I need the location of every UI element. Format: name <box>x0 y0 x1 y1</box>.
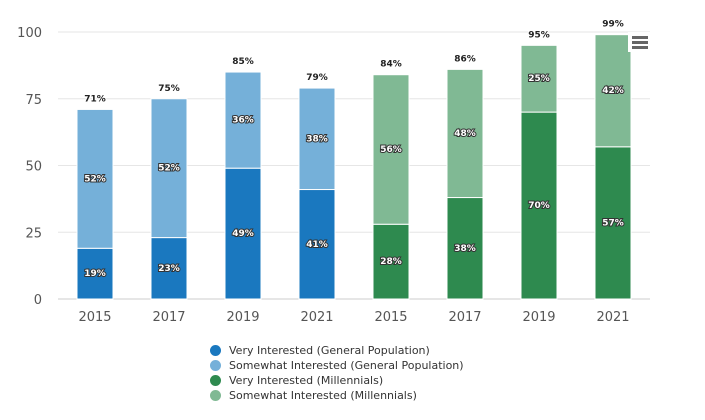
bar-segment[interactable] <box>372 223 410 300</box>
x-axis-ticks: 2015 2017 2019 2021 2015 2017 2019 2021 <box>78 310 629 325</box>
y-tick-label: 0 <box>34 293 42 308</box>
hamburger-menu-icon <box>632 46 648 49</box>
bar-data-label: 38% <box>454 244 476 254</box>
x-tick-label: 2015 <box>78 310 111 325</box>
bars <box>76 34 632 300</box>
legend-label: Very Interested (General Population) <box>229 344 430 357</box>
bar-data-label: 38% <box>306 134 328 144</box>
bar-segment[interactable] <box>298 87 336 191</box>
bar-segment[interactable] <box>446 68 484 199</box>
legend-label: Very Interested (Millennials) <box>229 374 384 387</box>
total-label: 95% <box>528 30 550 40</box>
chart-menu-button[interactable] <box>628 32 652 52</box>
bar-segment[interactable] <box>76 108 114 249</box>
hamburger-menu-icon <box>632 41 648 44</box>
bar-data-label: 52% <box>158 164 180 174</box>
bar-data-label: 28% <box>380 257 402 267</box>
total-label: 75% <box>158 84 180 94</box>
legend-item[interactable]: Very Interested (Millennials) <box>210 373 464 388</box>
total-label: 71% <box>84 94 106 104</box>
bar-segment[interactable] <box>150 98 188 239</box>
x-tick-label: 2017 <box>152 310 185 325</box>
x-tick-label: 2015 <box>374 310 407 325</box>
legend-label: Somewhat Interested (General Population) <box>229 359 464 372</box>
total-label: 86% <box>454 54 476 64</box>
legend-item[interactable]: Very Interested (General Population) <box>210 343 464 358</box>
hamburger-menu-icon <box>632 36 648 39</box>
bar-data-label: 42% <box>602 86 624 96</box>
total-labels: 71% 75% 85% 79% 84% 86% 95% 99% <box>83 19 625 106</box>
bar-data-label: 52% <box>84 174 106 184</box>
x-tick-label: 2017 <box>448 310 481 325</box>
bar-data-label: 36% <box>232 116 254 126</box>
bar-data-label: 25% <box>528 74 550 84</box>
legend-marker <box>210 360 221 371</box>
y-tick-label: 75 <box>25 93 42 108</box>
data-labels: 19% 23% 49% 41% 52% 52% 36% 38% 28% 38% 70% 57% 56% 4… <box>83 73 625 280</box>
bar-segment[interactable] <box>76 247 114 300</box>
legend-marker <box>210 375 221 386</box>
bar-segment[interactable] <box>298 189 336 300</box>
total-label: 99% <box>602 20 624 30</box>
bar-data-label: 57% <box>602 218 624 228</box>
bar-data-label: 70% <box>528 201 550 211</box>
y-tick-label: 50 <box>25 160 42 175</box>
bar-segment[interactable] <box>224 71 262 169</box>
x-tick-label: 2021 <box>300 310 333 325</box>
x-tick-label: 2021 <box>596 310 629 325</box>
bar-data-label: 56% <box>380 145 402 155</box>
legend-marker <box>210 390 221 401</box>
x-tick-label: 2019 <box>522 310 555 325</box>
y-tick-label: 25 <box>25 226 42 241</box>
total-label: 79% <box>306 73 328 83</box>
x-tick-label: 2019 <box>226 310 259 325</box>
bar-segment[interactable] <box>372 74 410 225</box>
legend-label: Somewhat Interested (Millennials) <box>229 389 417 402</box>
gridlines <box>58 31 650 300</box>
y-axis-ticks: 0 25 50 75 100 <box>17 26 42 308</box>
legend-item[interactable]: Somewhat Interested (General Population) <box>210 358 464 373</box>
y-tick-label: 100 <box>17 26 42 41</box>
bar-segment[interactable] <box>520 44 558 113</box>
bar-data-label: 19% <box>84 269 106 279</box>
bar-data-label: 41% <box>306 240 328 250</box>
bar-data-label: 48% <box>454 129 476 139</box>
total-label: 85% <box>232 57 254 67</box>
legend-marker <box>210 345 221 356</box>
bar-data-label: 49% <box>232 229 254 239</box>
total-label: 84% <box>380 60 402 70</box>
legend-item[interactable]: Somewhat Interested (Millennials) <box>210 388 464 403</box>
legend: Very Interested (General Population) Som… <box>210 343 464 403</box>
bar-data-label: 23% <box>158 264 180 274</box>
bar-segment[interactable] <box>594 34 632 148</box>
